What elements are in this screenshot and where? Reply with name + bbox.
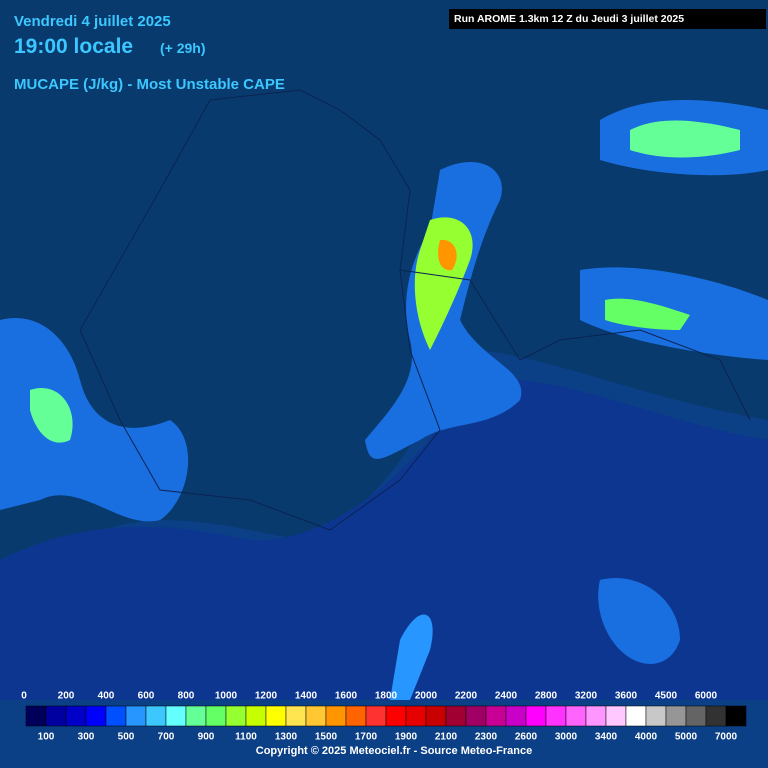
offset: (+ 29h) — [160, 40, 206, 56]
legend-swatch — [625, 705, 647, 727]
date: Vendredi 4 juillet 2025 — [14, 13, 171, 30]
legend-swatch — [345, 705, 367, 727]
legend-label: 100 — [38, 732, 55, 743]
legend-swatch — [65, 705, 87, 727]
legend-label: 1800 — [375, 691, 398, 702]
legend-label: 3600 — [615, 691, 638, 702]
legend-swatch — [425, 705, 447, 727]
legend-label: 600 — [138, 691, 155, 702]
legend-label: 1300 — [275, 732, 298, 743]
product: MUCAPE (J/kg) - Most Unstable CAPE — [14, 76, 285, 93]
cape-area — [414, 217, 473, 350]
legend-swatch — [665, 705, 687, 727]
cape-area — [390, 614, 433, 700]
legend-label: 500 — [118, 732, 135, 743]
legend-label: 1400 — [295, 691, 318, 702]
legend-swatch — [25, 705, 47, 727]
legend-label: 2400 — [495, 691, 518, 702]
legend-swatch — [205, 705, 227, 727]
legend-swatch — [225, 705, 247, 727]
legend-swatch — [145, 705, 167, 727]
legend-label: 2600 — [515, 732, 538, 743]
legend-label: 800 — [178, 691, 195, 702]
legend-swatch — [465, 705, 487, 727]
cape-area — [630, 120, 740, 158]
legend-swatch — [105, 705, 127, 727]
legend-label: 2100 — [435, 732, 458, 743]
legend-label: 1200 — [255, 691, 278, 702]
legend: 0 100 200 300 400 500 600 700 800 900 1000 1100 1200… — [21, 691, 747, 743]
legend-label: 1500 — [315, 732, 338, 743]
copyright: Copyright © 2025 Meteociel.fr - Source M… — [256, 745, 532, 757]
legend-label: 2200 — [455, 691, 478, 702]
cape-area — [438, 239, 457, 271]
legend-label: 300 — [78, 732, 95, 743]
legend-swatch — [385, 705, 407, 727]
legend-swatch — [405, 705, 427, 727]
legend-label: 1700 — [355, 732, 378, 743]
legend-swatch — [685, 705, 707, 727]
legend-swatch — [185, 705, 207, 727]
legend-label: 2000 — [415, 691, 438, 702]
legend-swatch — [245, 705, 267, 727]
legend-label: 3000 — [555, 732, 578, 743]
legend-swatch — [705, 705, 727, 727]
cape-area — [0, 318, 189, 522]
legend-label: 1100 — [235, 732, 257, 743]
sea-area — [0, 378, 768, 700]
legend-swatch — [645, 705, 667, 727]
country-border — [79, 89, 441, 531]
legend-label: 700 — [158, 732, 175, 743]
legend-swatch — [125, 705, 147, 727]
land-area — [0, 0, 768, 600]
run-info: Run AROME 1.3km 12 Z du Jeudi 3 juillet … — [454, 13, 684, 25]
legend-label: 3200 — [575, 691, 598, 702]
legend-swatch — [85, 705, 107, 727]
legend-label: 2800 — [535, 691, 558, 702]
legend-label: 4000 — [635, 732, 658, 743]
legend-swatch — [265, 705, 287, 727]
legend-label: 200 — [58, 691, 75, 702]
legend-label: 2300 — [475, 732, 498, 743]
legend-swatch — [305, 705, 327, 727]
legend-label: 5000 — [675, 732, 698, 743]
legend-swatch — [485, 705, 507, 727]
cape-area — [30, 388, 73, 443]
legend-swatch — [545, 705, 567, 727]
time: 19:00 locale — [14, 35, 133, 58]
legend-swatch — [525, 705, 547, 727]
legend-label: 1600 — [335, 691, 358, 702]
legend-swatch — [605, 705, 627, 727]
legend-label: 7000 — [715, 732, 738, 743]
legend-label: 400 — [98, 691, 115, 702]
legend-swatch — [585, 705, 607, 727]
legend-swatch — [45, 705, 67, 727]
legend-label: 6000 — [695, 691, 718, 702]
run-box — [449, 9, 766, 29]
legend-swatch — [725, 705, 747, 727]
legend-label: 1900 — [395, 732, 418, 743]
legend-label: 0 — [21, 691, 27, 702]
legend-swatch — [365, 705, 387, 727]
legend-label: 900 — [198, 732, 215, 743]
legend-swatch — [165, 705, 187, 727]
country-border — [399, 269, 751, 421]
cape-area — [598, 578, 680, 664]
legend-swatch — [325, 705, 347, 727]
legend-label: 1000 — [215, 691, 238, 702]
legend-label: 4500 — [655, 691, 678, 702]
legend-swatch — [285, 705, 307, 727]
legend-swatch — [445, 705, 467, 727]
legend-swatch — [565, 705, 587, 727]
cape-area — [605, 298, 690, 330]
legend-label: 3400 — [595, 732, 618, 743]
legend-swatch — [505, 705, 527, 727]
